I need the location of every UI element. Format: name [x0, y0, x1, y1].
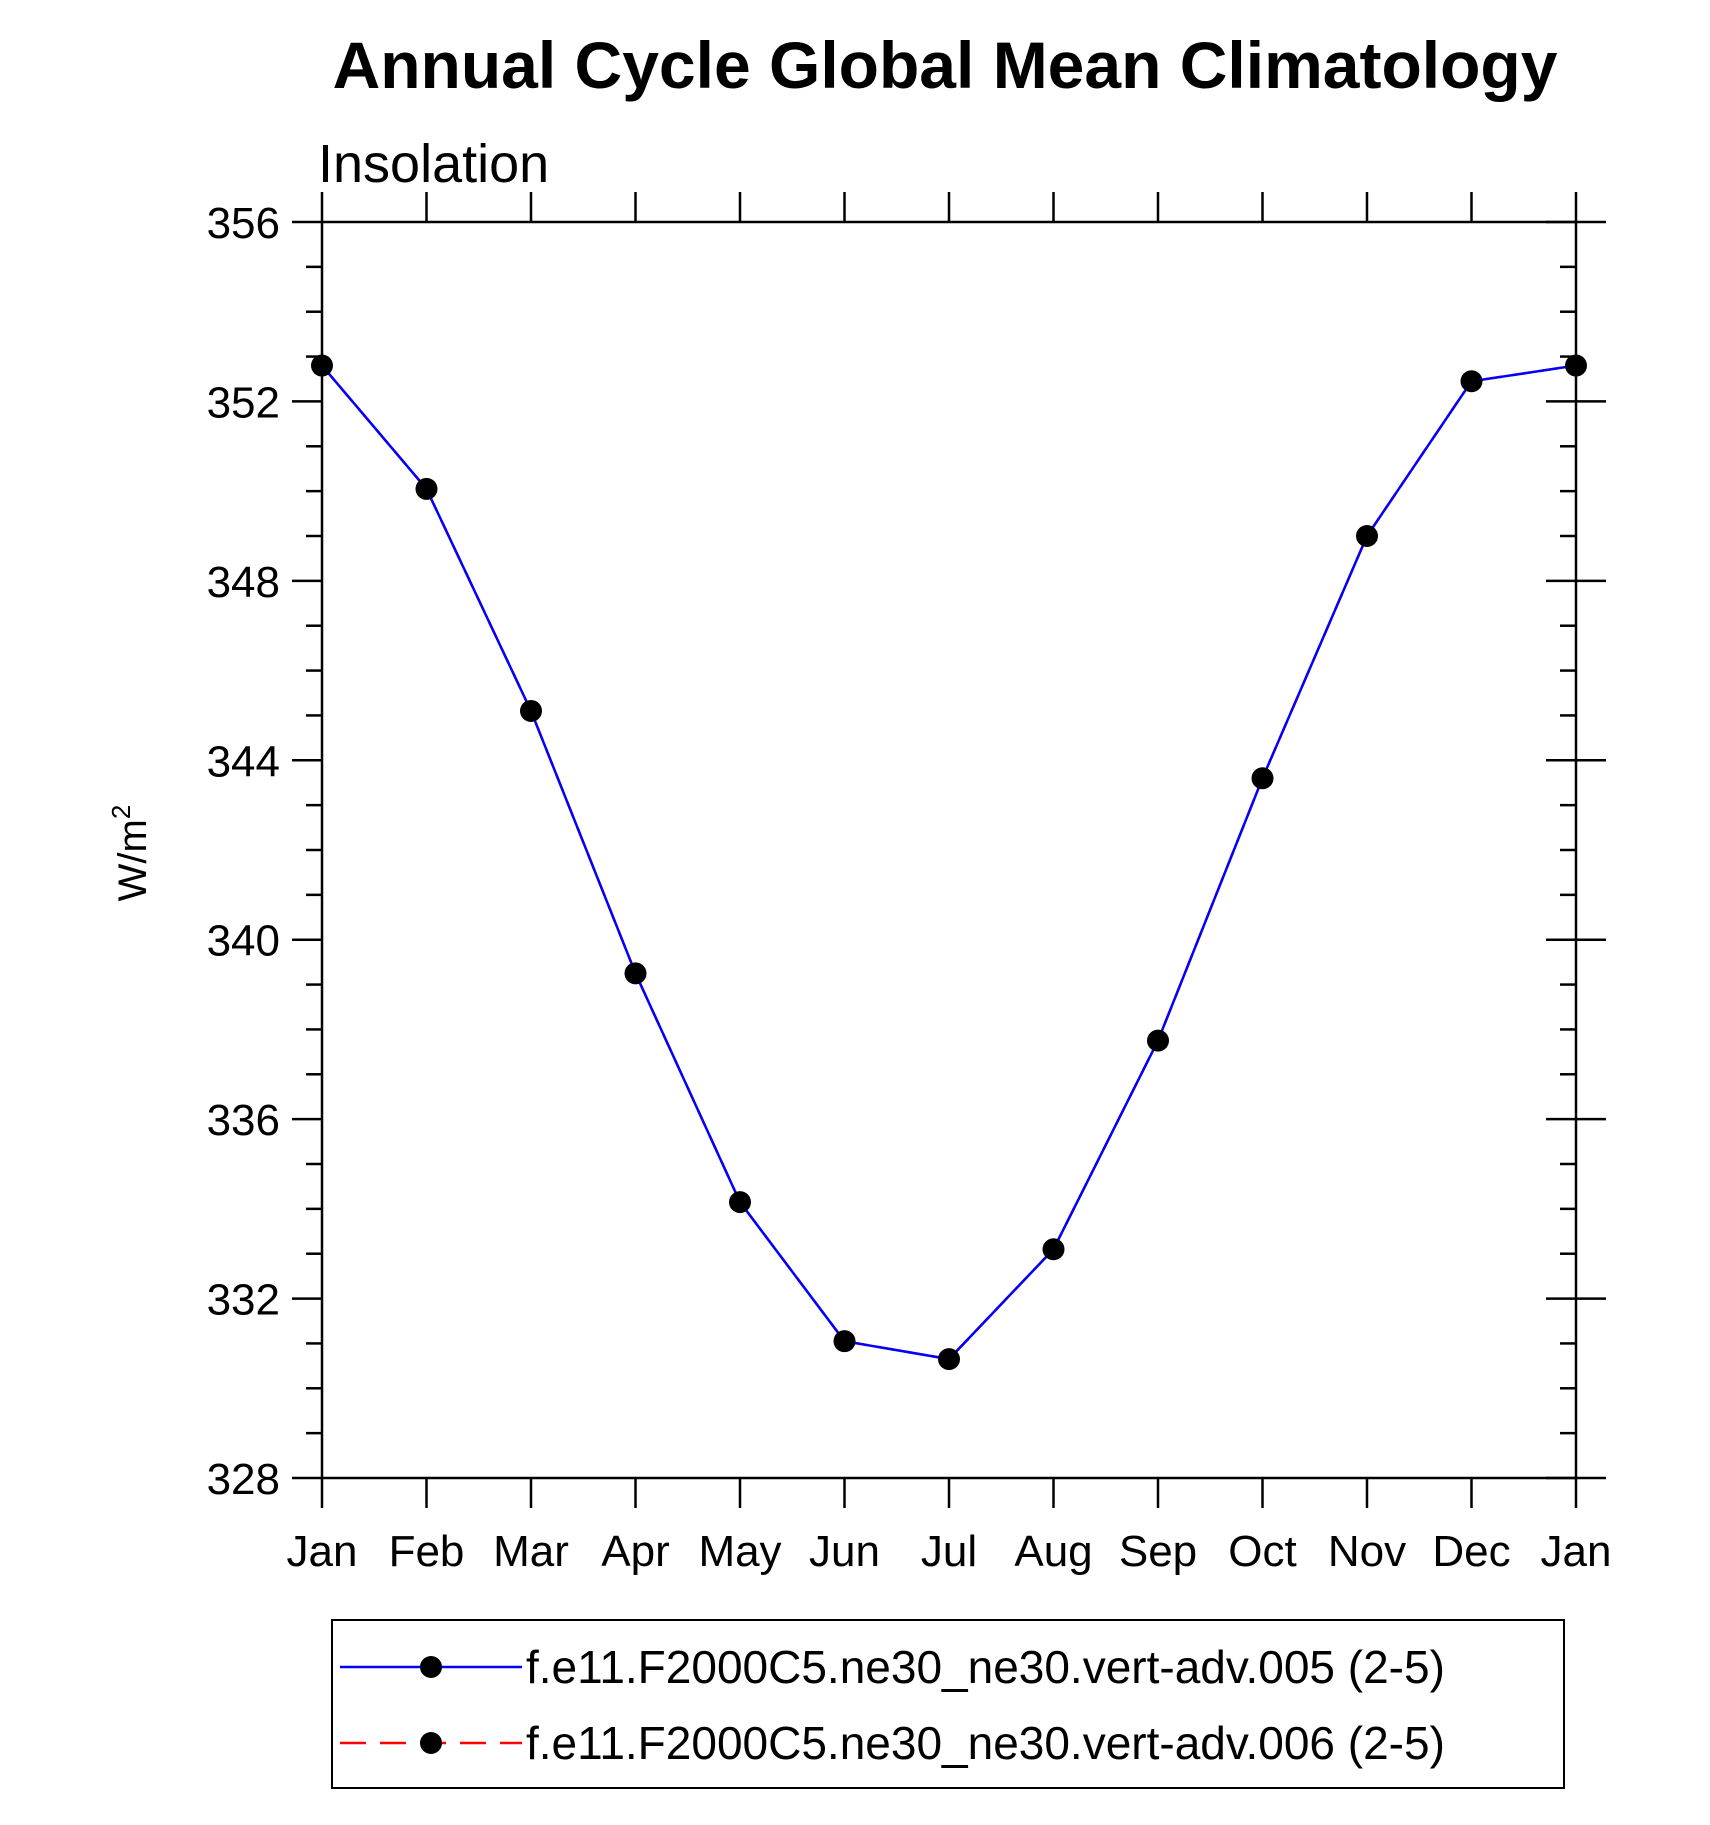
data-point — [520, 699, 542, 722]
data-point — [415, 477, 438, 500]
plot-frame — [320, 220, 1578, 1480]
data-point — [1460, 370, 1483, 393]
chart-title: Annual Cycle Global Mean Climatology — [333, 28, 1558, 102]
data-point — [938, 1348, 960, 1371]
y-tick-label: 344 — [207, 737, 280, 786]
data-point — [1147, 1029, 1169, 1052]
data-point — [1565, 354, 1587, 377]
y-axis-label-base: W/m — [111, 819, 155, 901]
series-line — [321, 364, 1577, 1361]
legend-label: f.e11.F2000C5.ne30_ne30.vert-adv.005 (2-… — [526, 1641, 1445, 1693]
x-tick-label: Feb — [389, 1527, 465, 1576]
x-tick-label: Oct — [1228, 1527, 1296, 1576]
data-point — [1356, 525, 1378, 547]
y-tick-label: 340 — [207, 917, 280, 966]
x-tick-label: Jun — [809, 1527, 880, 1576]
x-tick-label: Sep — [1119, 1527, 1197, 1576]
y-tick-label: 352 — [207, 378, 280, 427]
x-tick-label: Jul — [921, 1527, 977, 1576]
x-tick-label: Jan — [287, 1527, 358, 1576]
data-point — [624, 962, 647, 985]
x-tick-label: May — [698, 1527, 781, 1576]
x-tick-label: Mar — [493, 1527, 569, 1576]
legend-swatch-marker — [420, 1732, 442, 1754]
y-tick-label: 356 — [207, 199, 280, 248]
x-tick-label: Nov — [1328, 1527, 1406, 1576]
x-tick-label: Jan — [1541, 1527, 1612, 1576]
x-tick-label: Apr — [601, 1527, 669, 1576]
legend-label: f.e11.F2000C5.ne30_ne30.vert-adv.006 (2-… — [526, 1717, 1445, 1769]
y-axis-label: W/m2 — [106, 805, 155, 902]
chart-subtitle: Insolation — [318, 134, 549, 194]
y-tick-label: 348 — [207, 558, 280, 607]
y-axis-label-exponent: 2 — [106, 805, 136, 819]
y-tick-label: 332 — [207, 1276, 280, 1325]
legend-box — [331, 1619, 1565, 1789]
data-point — [1251, 767, 1274, 790]
y-tick-label: 328 — [207, 1455, 280, 1504]
x-tick-label: Aug — [1014, 1527, 1092, 1576]
legend: f.e11.F2000C5.ne30_ne30.vert-adv.005 (2-… — [331, 1619, 1565, 1789]
x-tick-label: Dec — [1432, 1527, 1510, 1576]
data-point — [1042, 1238, 1065, 1261]
legend-swatch-marker — [420, 1656, 442, 1678]
data-point — [729, 1191, 751, 1214]
series-line — [321, 364, 1577, 1361]
data-point — [311, 354, 333, 377]
data-point — [833, 1330, 856, 1353]
y-tick-label: 336 — [207, 1096, 280, 1145]
plot-layer: 328 332 336 340 344 348 352 356 Jan Feb Mar Apr May J… — [207, 192, 1612, 1576]
